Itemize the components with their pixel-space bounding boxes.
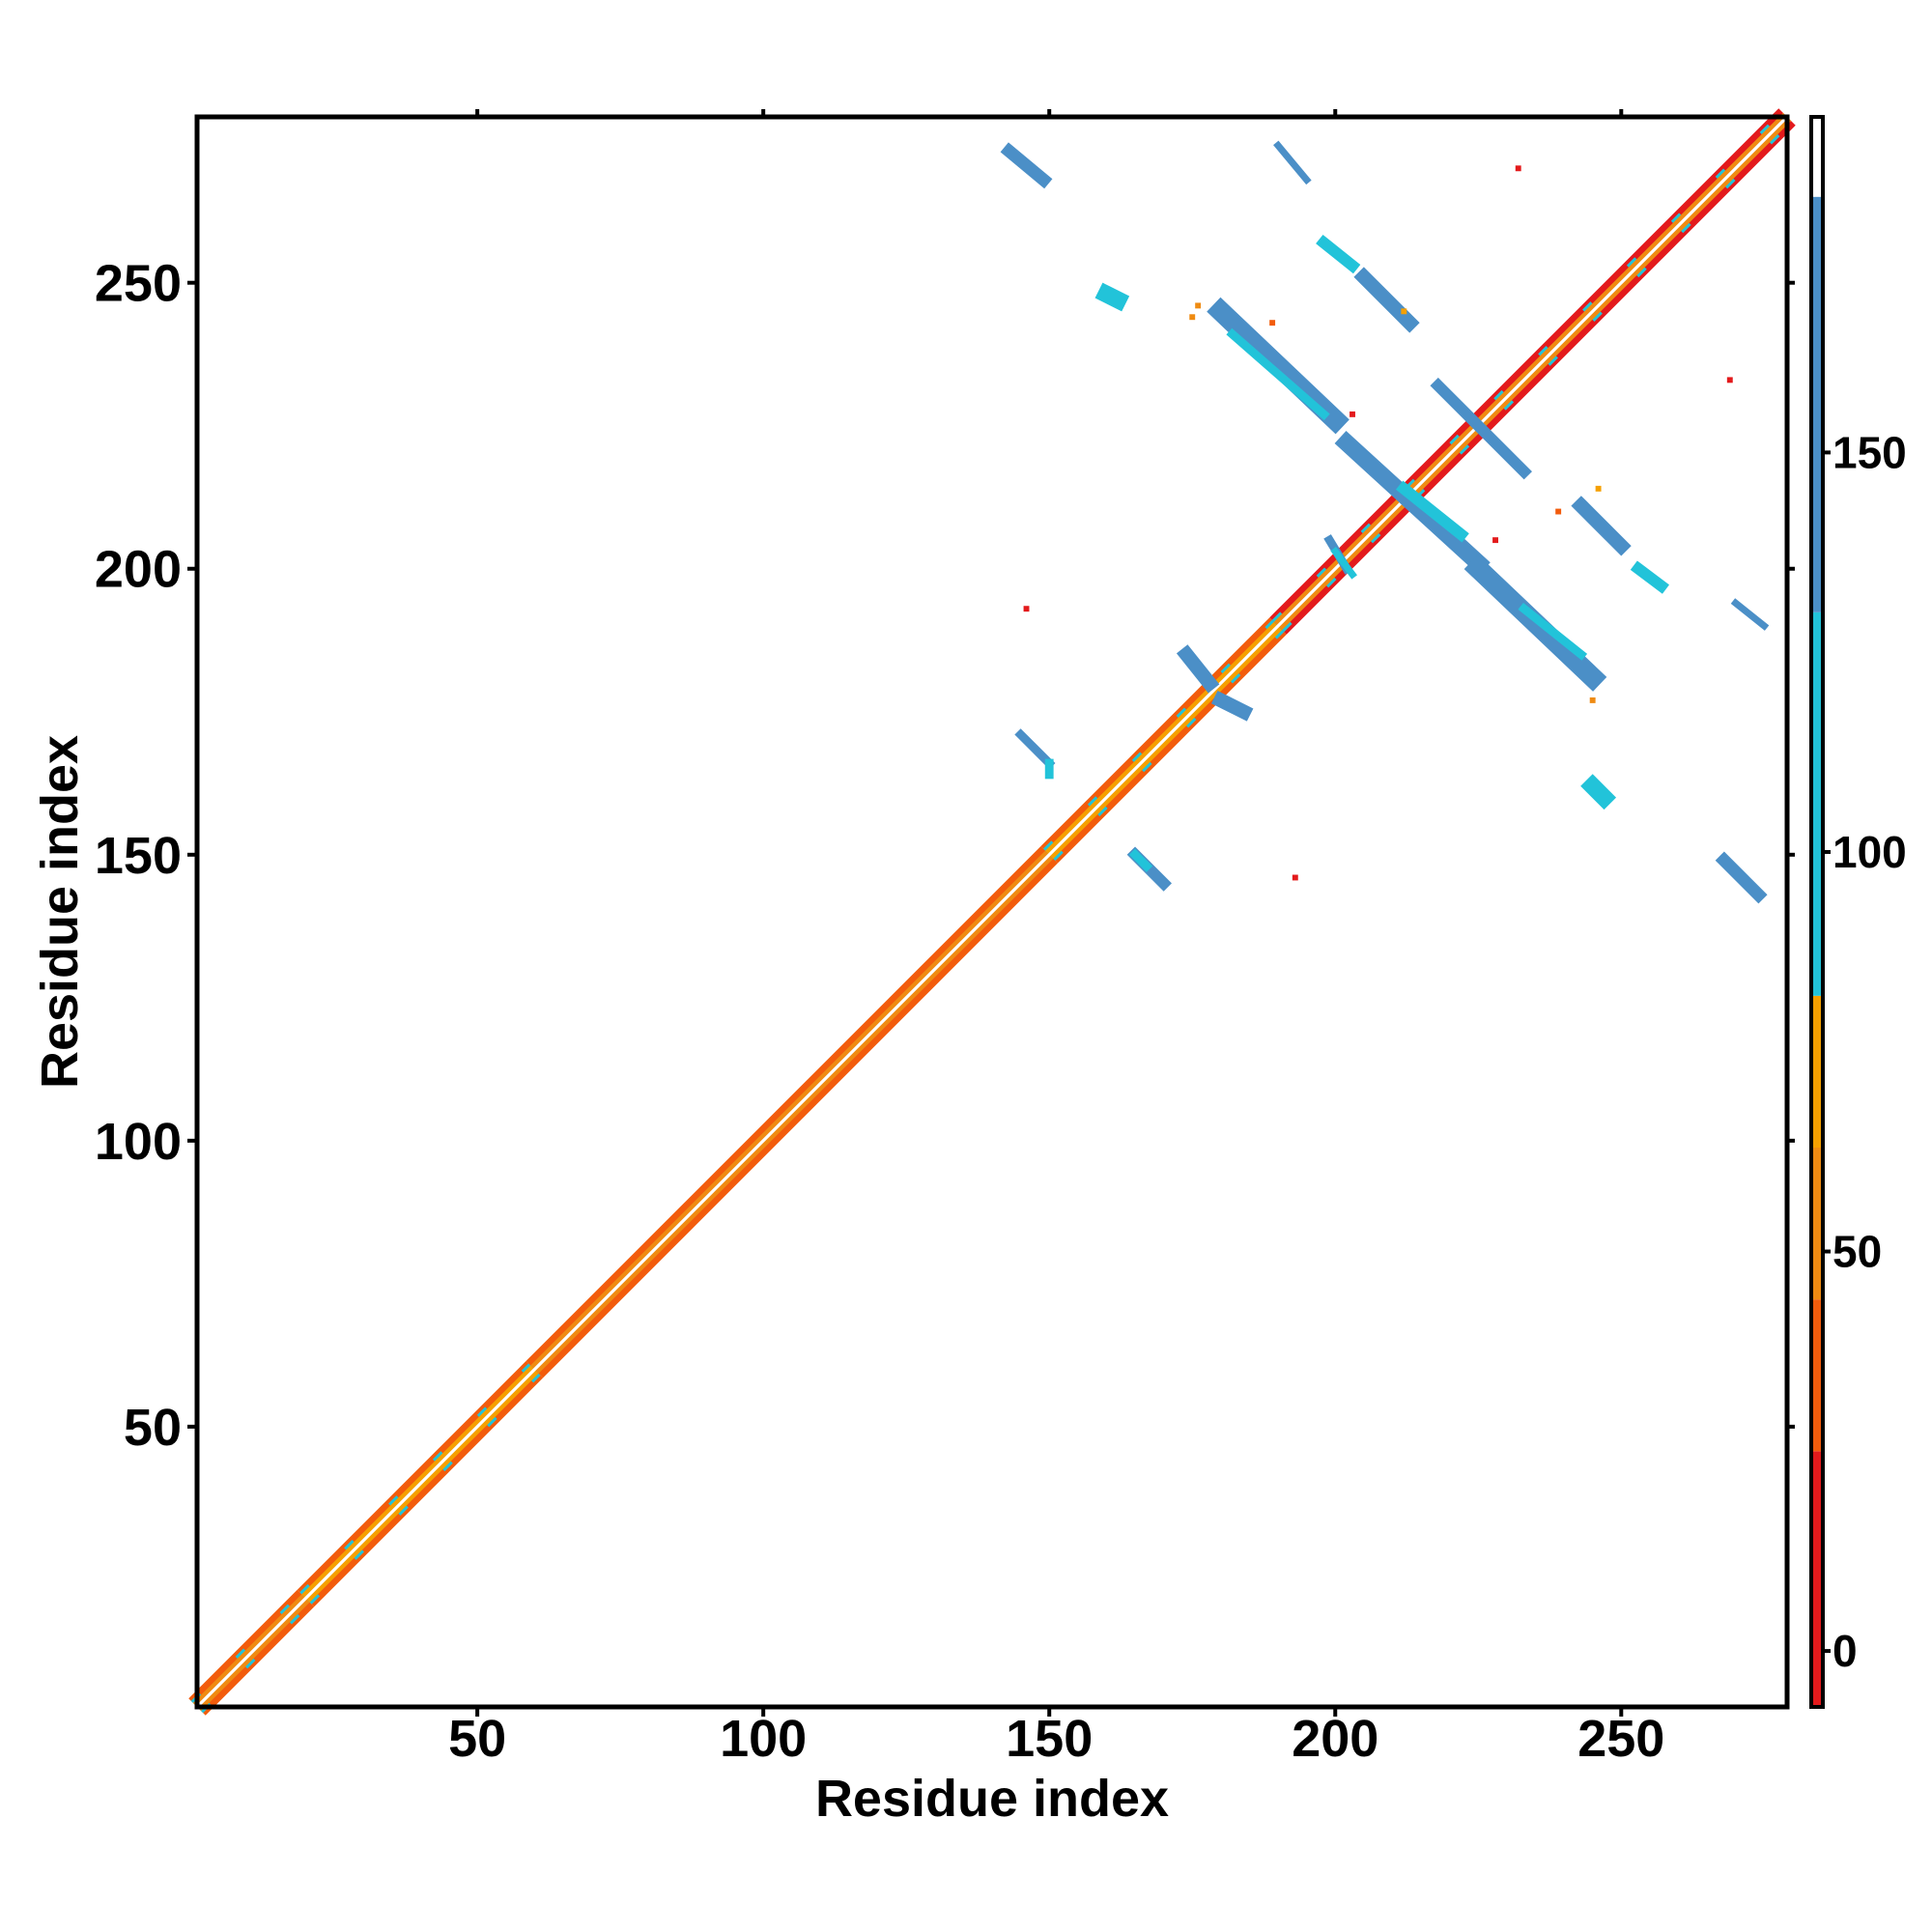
contact-streak (1730, 598, 1770, 631)
colorbar-band (1811, 995, 1823, 1149)
contact-streak (1000, 142, 1053, 189)
contact-streak (1210, 691, 1254, 722)
y-tick-label: 250 (95, 255, 182, 313)
contact-streak (1571, 496, 1632, 556)
x-tick-label: 100 (720, 1710, 807, 1768)
contact-cell (1515, 165, 1521, 172)
contact-streak (1396, 480, 1469, 543)
contact-streak (1353, 267, 1420, 333)
colorbar-tick-label: 0 (1833, 1626, 1858, 1676)
contact-cell (1292, 874, 1298, 881)
heatmap-cells (188, 108, 1796, 1716)
contact-cell (1595, 485, 1602, 492)
colorbar: 0 50 100 150 (1809, 115, 1907, 1709)
contact-streak (1176, 644, 1220, 694)
colorbar-band (1811, 1299, 1823, 1452)
colorbar-band (1811, 1148, 1823, 1300)
contact-streak (1128, 848, 1153, 872)
right-axis-ticks (1787, 280, 1795, 1429)
top-axis-ticks (475, 109, 1624, 117)
y-axis-label: Residue index (31, 735, 89, 1089)
contact-streak (1273, 140, 1312, 185)
colorbar-band (1811, 196, 1823, 612)
contact-cell (1401, 308, 1407, 315)
contact-cell (1023, 606, 1030, 612)
x-tick-label: 50 (448, 1710, 506, 1768)
contact-streak (1518, 602, 1588, 661)
contact-streak (1316, 234, 1361, 274)
y-tick-label: 50 (124, 1399, 182, 1457)
colorbar-band (1811, 1451, 1823, 1707)
contact-cell (1492, 537, 1498, 544)
colorbar-frame (1809, 115, 1825, 1709)
contact-streak (1715, 851, 1768, 904)
colorbar-tick-label: 100 (1833, 827, 1907, 877)
colorbar-band (1811, 611, 1823, 996)
contact-cell (1589, 696, 1596, 703)
y-tick-label: 100 (95, 1113, 182, 1171)
x-tick-label: 250 (1577, 1710, 1664, 1768)
contact-cell (1726, 377, 1733, 384)
x-tick-label: 150 (1006, 1710, 1093, 1768)
contact-streak (1330, 547, 1357, 580)
contact-streak (1014, 728, 1056, 770)
contact-streak (1630, 560, 1670, 594)
contact-cell (1195, 302, 1202, 309)
x-axis: 50 100 150 200 250 (448, 1707, 1664, 1768)
contact-cell (1189, 314, 1196, 321)
contact-streak (1226, 327, 1330, 421)
contact-streak (1580, 774, 1617, 810)
contact-streak (1334, 430, 1491, 576)
y-tick-label: 150 (95, 827, 182, 885)
x-tick-label: 200 (1292, 1710, 1378, 1768)
x-axis-label: Residue index (815, 1770, 1169, 1828)
colorbar-band (1811, 117, 1823, 197)
colorbar-tick-label: 150 (1833, 427, 1907, 477)
contact-cell (1555, 508, 1562, 515)
y-axis: 50 100 150 200 250 (95, 255, 197, 1457)
diagonal-self-line (195, 115, 1789, 1709)
contact-streak (1430, 377, 1532, 480)
contact-cell (1350, 411, 1355, 417)
contact-streak (1207, 297, 1350, 435)
contact-streak (1094, 282, 1130, 312)
colorbar-tick-label: 50 (1833, 1227, 1882, 1277)
y-tick-label: 200 (95, 541, 182, 599)
plot-frame (194, 114, 1790, 1710)
contact-cell (1269, 320, 1276, 327)
